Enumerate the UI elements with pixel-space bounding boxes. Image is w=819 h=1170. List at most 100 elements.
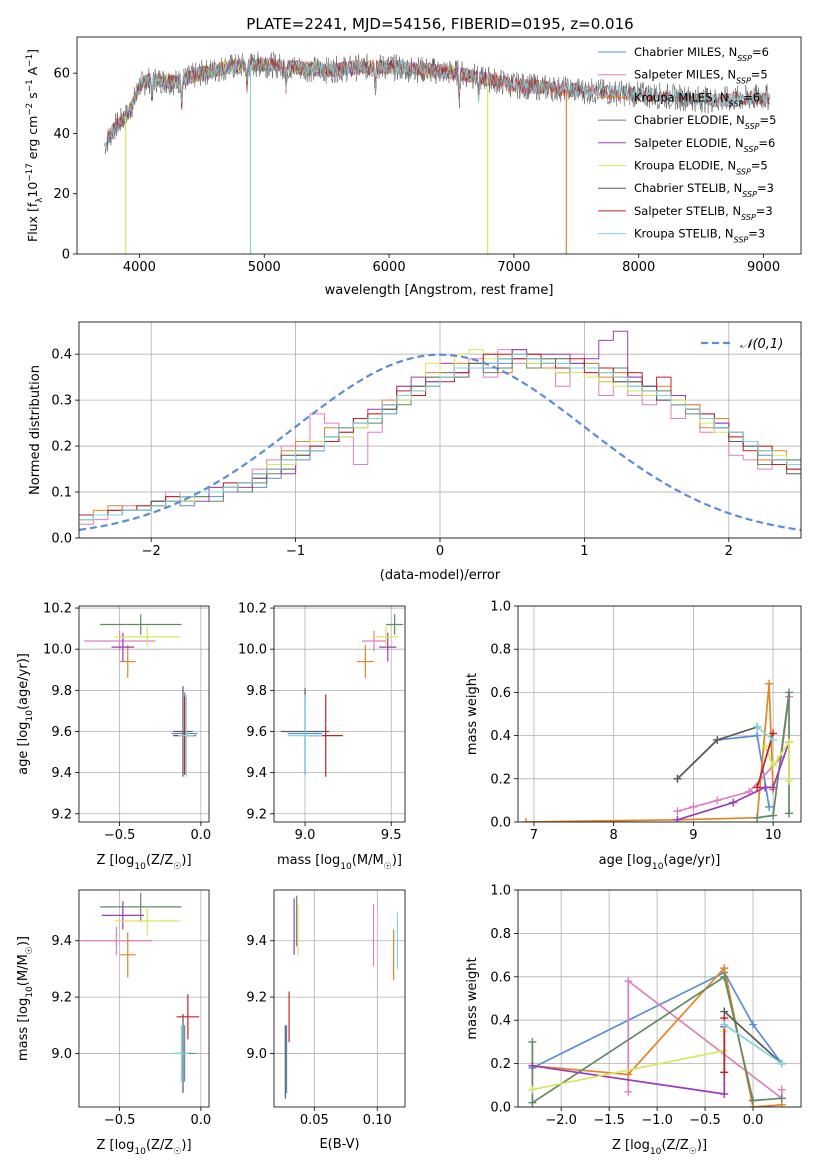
mass-weight-marker [624,1070,633,1079]
x-axis-label: Z [log10(Z/Z☉)] [612,1138,707,1157]
massweight_vs_Z-frame [517,889,802,1108]
y-tick-label: 0.1 [51,486,72,501]
mass-weight-marker [720,972,729,981]
mass-weight-series [627,979,783,1101]
y-tick-label: 0.6 [490,686,511,701]
age_vs_mass-panel: 9.0 9.5 9.2 9.4 9.6 9.8 10.0 10.2 mass [log10(M/… [238,602,406,872]
mass-weight-marker [785,776,794,785]
x-axis-label: wavelength [Angstrom, rest frame] [325,283,554,298]
y-tick-label: 1.0 [490,884,511,899]
mass-weight-marker [785,809,794,818]
x-tick-label: 9.5 [381,828,402,843]
residuals-frame [78,321,802,539]
y-tick-label: 10.0 [238,643,267,658]
y-axis-label: Normed distribution [28,365,43,495]
y-tick-label: 9.2 [51,807,72,822]
y-tick-label: 9.8 [246,684,267,699]
age_vs_mass-frame [273,605,406,823]
y-tick-label: 9.0 [246,1047,267,1062]
x-tick-label: −2 [142,544,161,559]
y-tick-label: 60 [53,67,70,82]
mass-weight-marker [720,1020,729,1029]
x-tick-label: 8 [610,828,618,843]
histogram-series [79,349,801,521]
mass-weight-marker [673,807,682,816]
y-tick-label: 9.4 [51,766,72,781]
mass-weight-marker [753,813,762,822]
x-tick-label: 4000 [123,260,156,275]
mass-weight-marker [713,735,722,744]
x-tick-label: −0.5 [689,1113,721,1128]
mass-weight-marker [777,1085,786,1094]
x-tick-label: −0.5 [104,1113,136,1128]
x-tick-label: 0 [436,544,444,559]
y-tick-label: 10.2 [238,602,267,617]
histogram-series [79,353,801,516]
y-tick-label: 20 [53,187,70,202]
mass-weight-marker [528,1037,537,1046]
x-tick-label: 0.10 [363,1113,392,1128]
y-tick-label: 0.0 [51,532,72,547]
spectrum-panel: 4000 5000 6000 7000 8000 9000 0 20 40 60 Chabrier … [25,36,802,298]
y-tick-label: 9.2 [51,991,72,1006]
y-tick-label: 40 [53,127,70,142]
y-axis-label: age [log10(age/yr)] [16,653,35,775]
x-tick-label: 6000 [373,260,406,275]
massweight_vs_Z-plot-area [528,964,786,1107]
x-tick-label: 7 [530,828,538,843]
y-tick-label: 9.2 [246,991,267,1006]
x-tick-label: −1.5 [593,1113,625,1128]
age_vs_Z-panel: −0.5 0.0 9.2 9.4 9.6 9.8 10.0 10.2 Z [log10(Z/Z☉… [16,602,211,872]
mass-weight-marker [777,1094,786,1103]
y-axis-label: Flux [fλ10−17 erg cm−2 s−1 A−1] [25,49,45,242]
massweight_vs_age-frame [517,605,802,823]
mass-weight-marker [753,722,762,731]
mass_vs_Z-plot-area [80,892,200,1093]
mass-weight-marker [720,1089,729,1098]
mass-weight-series [756,733,774,788]
mass-weight-marker [749,1096,758,1105]
mass-weight-series [676,726,758,780]
mass-weight-marker [749,1020,758,1029]
age_vs_mass-plot-area [280,614,404,777]
histogram-series [79,353,801,516]
mass-weight-marker [729,798,738,807]
mass_vs_ebv-plot-area [284,895,399,1099]
massweight_vs_age-panel: 7 8 9 10 0.0 0.2 0.4 0.6 0.8 1.0 age [log10(age/yr… [465,600,802,872]
model-spectrum-line [106,57,770,146]
y-tick-label: 0.0 [490,1101,511,1116]
x-tick-label: −1.0 [641,1113,673,1128]
x-tick-label: −2.0 [545,1113,577,1128]
y-tick-label: 9.4 [51,934,72,949]
mass-weight-marker [753,731,762,740]
histogram-series [79,353,801,521]
y-tick-label: 10.0 [43,643,72,658]
mass-weight-marker [528,1098,537,1107]
x-tick-label: 10 [765,828,782,843]
y-tick-label: 9.0 [51,1047,72,1062]
mass-weight-series [764,739,790,781]
y-axis-label: mass weight [465,673,480,755]
spectrum-plot-area [104,51,771,254]
histogram-series [79,353,801,516]
y-tick-label: 0.4 [490,729,511,744]
x-tick-label: 1 [580,544,588,559]
y-tick-label: 0.2 [490,1057,511,1072]
mass-weight-marker [528,1061,537,1070]
mass-weight-marker [769,783,778,792]
figure-title: PLATE=2241, MJD=54156, FIBERID=0195, z=0… [246,15,633,33]
mass-weight-marker [689,802,698,811]
y-axis-label: mass [log10(M/M☉)] [16,936,35,1061]
histogram-series [79,358,801,521]
x-tick-label: 5000 [248,260,281,275]
mass-weight-marker [769,811,778,820]
y-tick-label: 9.6 [51,725,72,740]
y-tick-label: 1.0 [490,600,511,615]
mass_vs_Z-panel: −0.5 0.0 9.0 9.2 9.4 Z [log10(Z/Z☉)] mass [log… [16,889,211,1157]
x-axis-label: age [log10(age/yr)] [599,853,721,872]
y-tick-label: 9.6 [246,725,267,740]
age_vs_Z-frame [78,605,210,823]
residuals-panel: −2 −1 0 1 2 0.0 0.1 0.2 0.3 0.4 𝒩(0,1) (data-model)… [28,321,802,583]
x-axis-label: (data-model)/error [380,568,501,583]
mass-weight-marker [753,783,762,792]
